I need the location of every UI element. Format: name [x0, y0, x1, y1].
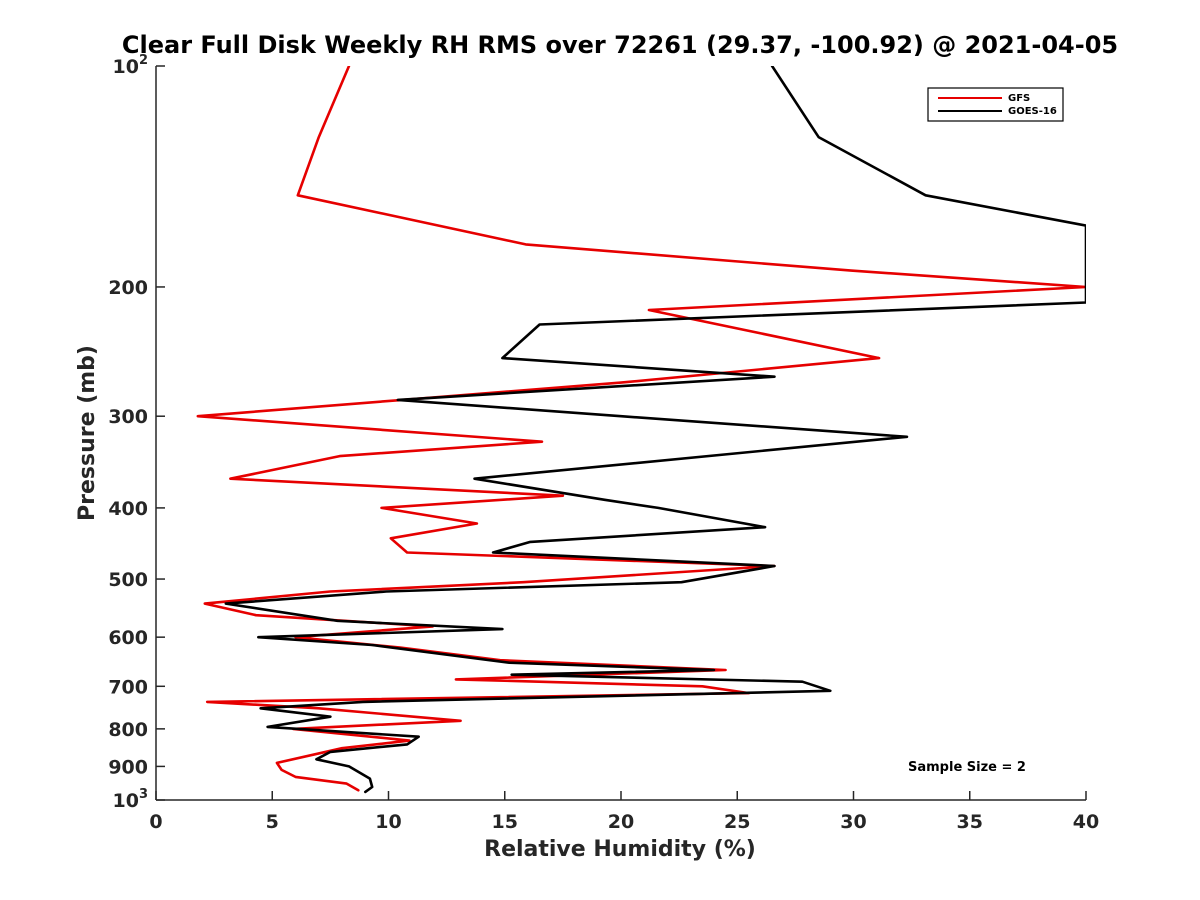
x-tick-label: 30 — [840, 811, 866, 833]
x-axis-title: Relative Humidity (%) — [484, 837, 756, 862]
axes — [155, 66, 1086, 801]
y-tick-label: 600 — [108, 627, 148, 649]
x-tick-label: 15 — [492, 811, 518, 833]
legend-label-gfs: GFS — [1008, 93, 1030, 104]
sample-size-annotation: Sample Size = 2 — [908, 760, 1026, 775]
y-tick-label: 102 — [113, 53, 149, 78]
y-tick-label: 500 — [108, 569, 148, 591]
x-tick-label: 20 — [608, 811, 634, 833]
series-line-gfs — [196, 66, 1086, 792]
x-tick-label: 0 — [149, 811, 162, 833]
y-ticks: 102 200 300 400 500 600 700 800 900 103 — [108, 53, 165, 812]
y-tick-label: 103 — [113, 787, 149, 812]
x-tick-label: 35 — [957, 811, 983, 833]
y-axis-title: Pressure (mb) — [75, 345, 100, 521]
x-tick-label: 10 — [375, 811, 401, 833]
x-tick-label: 5 — [266, 811, 279, 833]
series-line-goes16 — [224, 66, 1086, 794]
y-tick-label: 400 — [108, 498, 148, 520]
y-tick-label: 800 — [108, 719, 148, 741]
legend-box — [927, 87, 1064, 122]
x-tick-label: 40 — [1073, 811, 1099, 833]
x-tick-label: 25 — [724, 811, 750, 833]
plot-lines — [196, 66, 1086, 794]
chart-title: Clear Full Disk Weekly RH RMS over 72261… — [122, 31, 1118, 59]
legend-label-goes16: GOES-16 — [1008, 106, 1057, 117]
y-tick-label: 300 — [108, 406, 148, 428]
x-ticks: 0 5 10 15 20 25 30 35 40 — [149, 791, 1099, 833]
y-tick-label: 200 — [108, 277, 148, 299]
legend: GFS GOES-16 — [927, 87, 1064, 122]
y-tick-label: 900 — [108, 756, 148, 778]
y-tick-label: 700 — [108, 676, 148, 698]
